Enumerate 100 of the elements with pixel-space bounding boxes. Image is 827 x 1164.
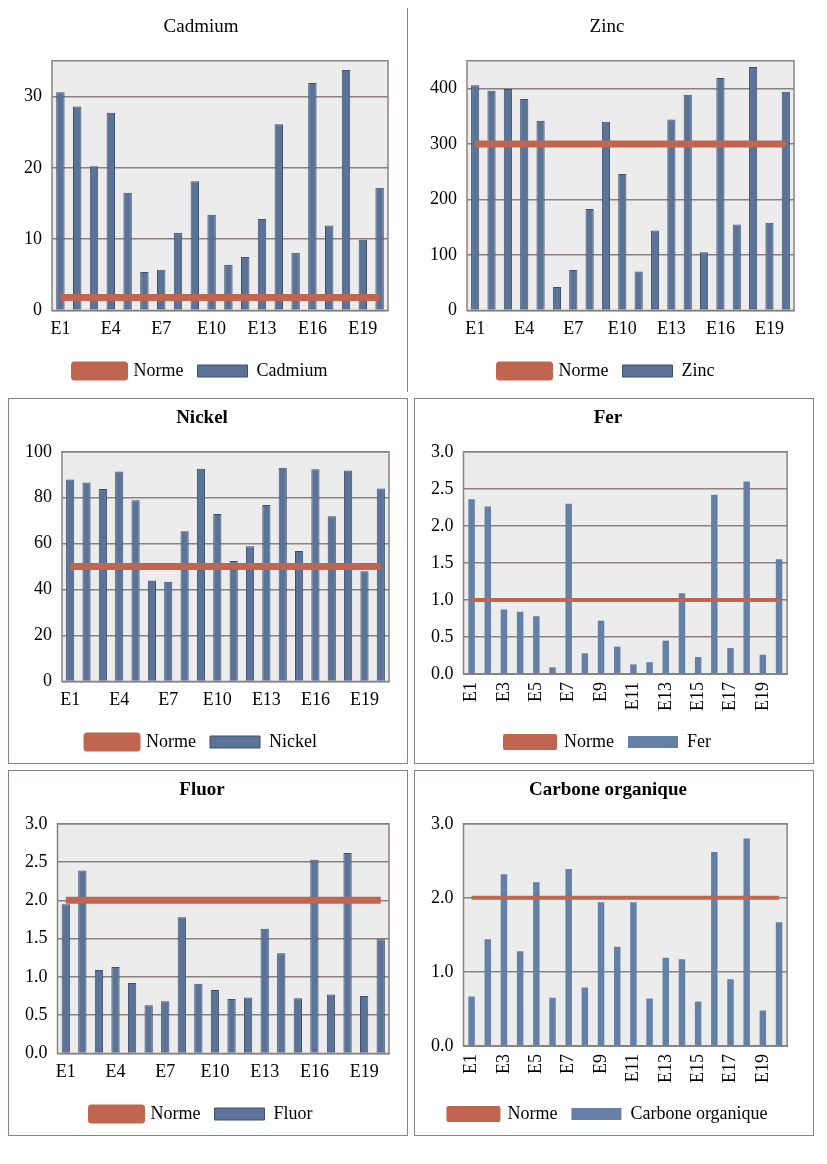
- x-tick-label: E19: [754, 317, 784, 338]
- x-tick-label: E1: [55, 1060, 76, 1081]
- x-tick-label: E4: [105, 1060, 126, 1081]
- bar: [743, 838, 750, 1046]
- y-tick-label: 1.0: [25, 965, 48, 986]
- legend-label: Cadmium: [256, 359, 328, 380]
- x-tick-label: E3: [492, 682, 513, 702]
- bar: [630, 664, 637, 674]
- legend-label: Nickel: [269, 730, 317, 751]
- y-tick-label: 30: [24, 85, 42, 106]
- y-tick-label: 2.5: [431, 477, 454, 498]
- chart-title: Cadmium: [163, 15, 239, 37]
- x-tick-label: E4: [109, 688, 130, 709]
- y-tick-label: 1.5: [25, 927, 48, 948]
- chart-title: Zinc: [589, 15, 625, 37]
- bar: [630, 902, 637, 1046]
- legend-label: Norme: [133, 359, 184, 380]
- x-tick-label: E16: [705, 317, 735, 338]
- bar: [484, 939, 492, 1046]
- bar: [711, 851, 718, 1046]
- x-tick-label: E7: [563, 317, 584, 338]
- y-tick-label: 400: [430, 77, 457, 98]
- bar: [775, 559, 783, 674]
- y-tick-label: 300: [430, 132, 457, 153]
- x-tick-label: E13: [656, 317, 686, 338]
- x-tick-label: E13: [247, 317, 277, 338]
- legend-label: Norme: [564, 730, 615, 751]
- x-tick-label: E10: [202, 688, 232, 709]
- x-tick-label: E13: [654, 1054, 675, 1083]
- bar: [597, 620, 605, 674]
- chart-title: Fluor: [179, 778, 226, 800]
- x-tick-label: E7: [158, 688, 179, 709]
- bar: [581, 987, 589, 1046]
- x-tick-label: E19: [751, 682, 772, 711]
- bar: [727, 979, 734, 1046]
- x-tick-label: E17: [719, 682, 740, 711]
- x-tick-label: E13: [251, 688, 281, 709]
- y-tick-label: 2.0: [431, 514, 454, 535]
- bar: [549, 997, 556, 1046]
- bar: [484, 506, 492, 674]
- x-tick-label: E1: [460, 1054, 481, 1074]
- y-tick-label: 2.5: [25, 850, 48, 871]
- x-tick-label: E4: [100, 317, 121, 338]
- bar: [597, 902, 605, 1046]
- bar: [646, 662, 653, 674]
- bar: [500, 609, 508, 674]
- x-tick-label: E9: [589, 1054, 610, 1074]
- legend-label: Norme: [146, 730, 197, 751]
- y-tick-label: 20: [34, 624, 52, 645]
- bar: [565, 868, 572, 1046]
- y-tick-label: 20: [24, 156, 42, 177]
- x-tick-label: E11: [622, 1054, 643, 1083]
- bar: [500, 874, 508, 1046]
- x-tick-label: E5: [525, 682, 546, 702]
- bar: [468, 499, 475, 674]
- bar: [533, 882, 540, 1046]
- y-tick-label: 3.0: [431, 812, 454, 833]
- y-tick-label: 60: [34, 532, 52, 553]
- bar: [678, 959, 686, 1046]
- bar: [743, 481, 750, 674]
- x-tick-label: E19: [751, 1054, 772, 1083]
- x-tick-label: E19: [349, 1060, 379, 1081]
- x-tick-label: E10: [607, 317, 637, 338]
- legend-label: Carbone organique: [630, 1102, 768, 1123]
- legend-label: Fluor: [273, 1102, 313, 1123]
- x-tick-label: E1: [465, 317, 486, 338]
- x-tick-label: E7: [151, 317, 172, 338]
- y-tick-label: 10: [24, 227, 42, 248]
- x-tick-label: E10: [200, 1060, 230, 1081]
- bar: [549, 667, 556, 674]
- legend-label: Fer: [686, 730, 711, 751]
- x-tick-label: E19: [349, 688, 379, 709]
- bar: [581, 653, 589, 674]
- x-tick-label: E1: [60, 688, 81, 709]
- bar: [662, 640, 670, 674]
- chart-title: Carbone organique: [529, 778, 687, 800]
- y-tick-label: 1.0: [431, 960, 454, 981]
- legend-label: Norme: [558, 359, 609, 380]
- bar: [565, 503, 572, 674]
- bar: [759, 1010, 767, 1046]
- y-tick-label: 1.0: [431, 588, 454, 609]
- y-tick-label: 200: [430, 188, 457, 209]
- y-tick-label: 80: [34, 486, 52, 507]
- bar: [775, 922, 783, 1046]
- x-tick-label: E5: [525, 1054, 546, 1074]
- y-tick-label: 3.0: [431, 440, 454, 461]
- y-tick-label: 40: [34, 578, 52, 599]
- bar: [468, 996, 475, 1046]
- bar: [694, 656, 702, 674]
- y-tick-label: 1.5: [431, 551, 454, 572]
- bar: [662, 957, 670, 1046]
- x-tick-label: E15: [686, 1054, 707, 1083]
- chart-title: Nickel: [176, 406, 228, 428]
- x-tick-label: E13: [654, 682, 675, 711]
- y-tick-label: 0: [33, 299, 42, 320]
- y-tick-label: 2.0: [25, 889, 48, 910]
- x-tick-label: E16: [299, 1060, 329, 1081]
- y-tick-label: 100: [25, 440, 52, 461]
- bar: [694, 1001, 702, 1046]
- x-tick-label: E19: [348, 317, 378, 338]
